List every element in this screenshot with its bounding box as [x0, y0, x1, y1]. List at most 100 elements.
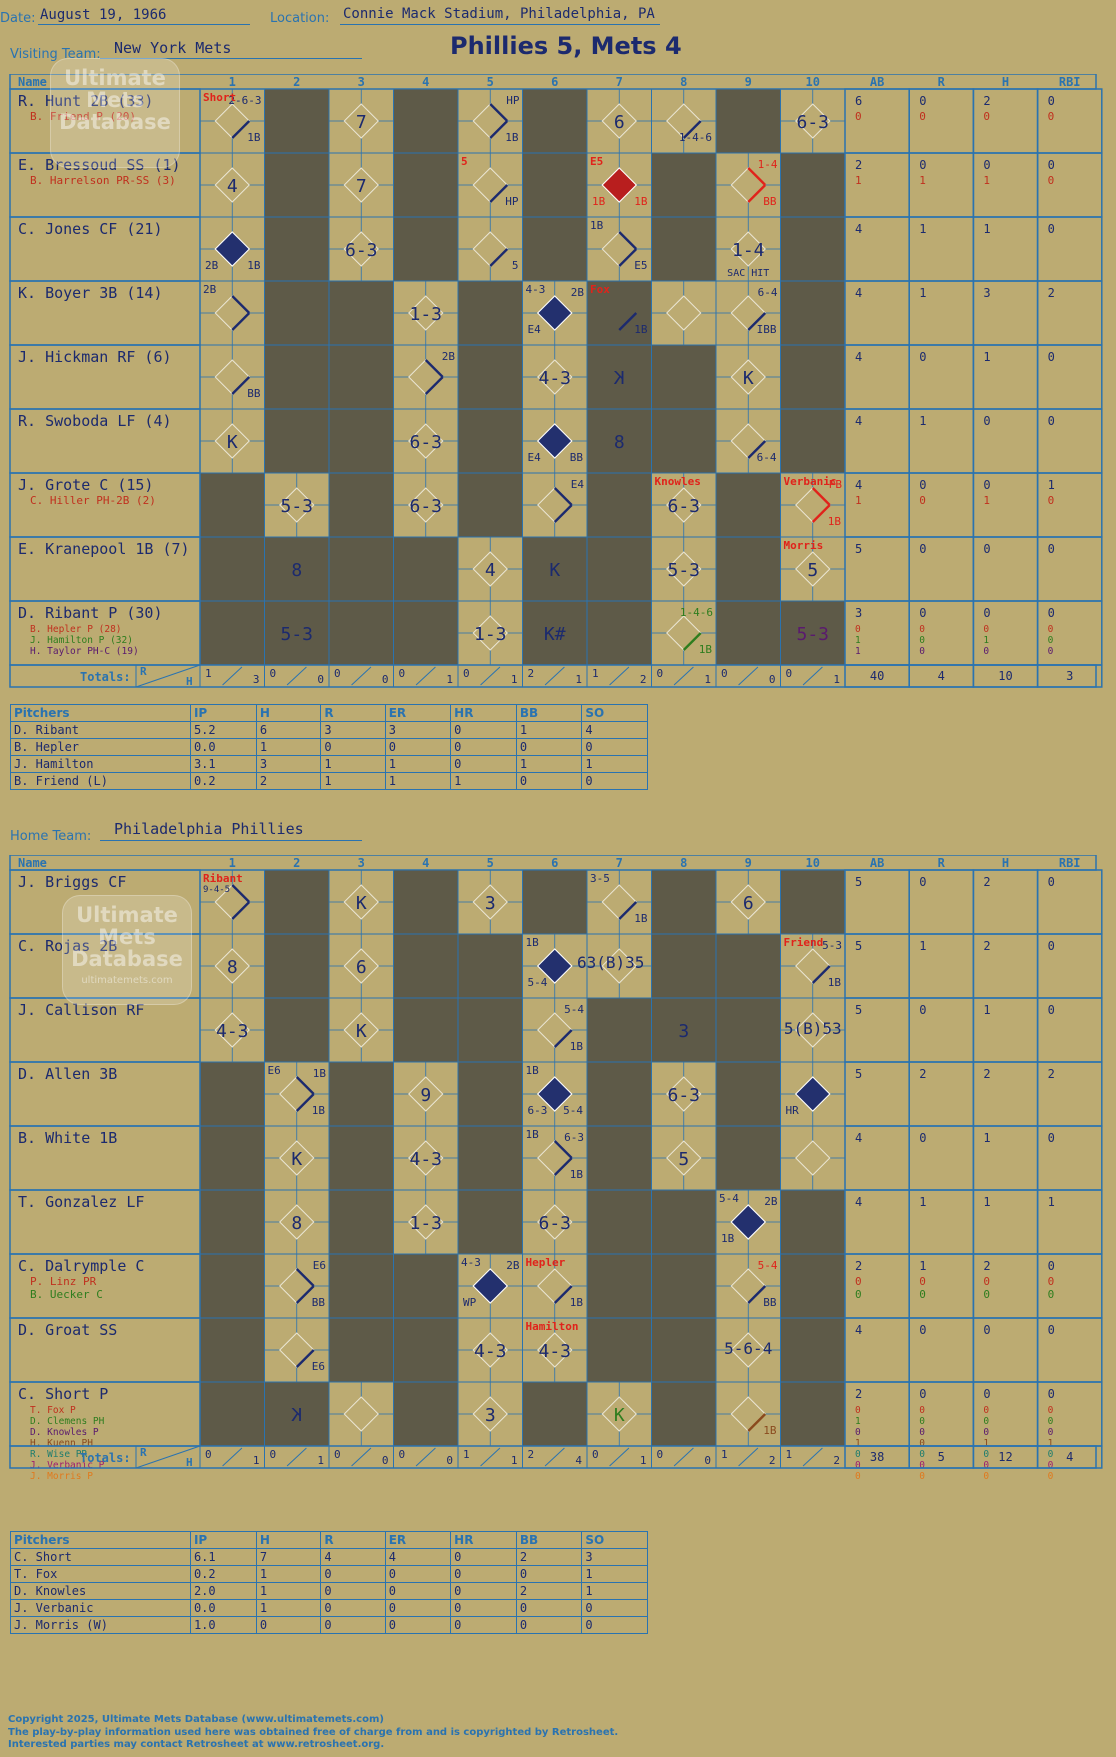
player-stat: 4: [855, 414, 862, 428]
basepath-line: [231, 884, 251, 903]
player-stat: 0: [919, 542, 926, 556]
inning-cell: [780, 216, 846, 282]
play-notation: 1B: [312, 1104, 326, 1117]
player-name: E. Kranepool 1B (7): [18, 540, 190, 558]
substitute-name: B. Harrelson PR-SS (3): [30, 174, 176, 187]
play-notation: BB: [763, 195, 777, 208]
diamond: [472, 103, 508, 139]
inning-cell: [651, 1381, 717, 1447]
pitching-header-row: Pitchers IP H R ER HR BB SO: [10, 704, 648, 722]
inning-cell: [393, 600, 459, 666]
play-notation: 1B: [592, 195, 606, 208]
play-notation: 9-4-5: [203, 885, 230, 895]
substitute-stat: 0: [855, 1460, 861, 1471]
inning-cell: [199, 1381, 265, 1447]
pitcher-stat-cell: 7: [255, 1548, 322, 1566]
pitcher-stat-cell: 0: [384, 1599, 452, 1617]
play-notation: Fox: [590, 283, 610, 296]
basepath-line: [231, 295, 251, 314]
pitcher-stat-cell: 0.0: [189, 738, 257, 756]
play-notation: 6-3: [667, 1085, 700, 1106]
diamond: [279, 1268, 315, 1304]
inning-cell: [651, 1253, 717, 1319]
pitching-header-cell: ER: [384, 704, 452, 722]
play-notation: 4: [485, 560, 496, 581]
pitcher-stat-cell: 2.0: [189, 1582, 257, 1600]
inning-cell: [780, 1381, 846, 1447]
diamond: [408, 359, 444, 395]
inning-cell: [457, 1061, 523, 1127]
play-notation: 4-3: [526, 283, 546, 296]
play-notation: 1B: [526, 1128, 540, 1141]
diamond: [537, 1204, 573, 1240]
substitute-stat: 0: [983, 624, 989, 635]
substitute-stat: 0: [1048, 1416, 1054, 1427]
inning-cell: [780, 1317, 846, 1383]
inning-cell: [780, 152, 846, 218]
inning-cell: [199, 1125, 265, 1191]
substitute-stat: 0: [983, 1471, 989, 1482]
watermark-url: ultimatemets.com: [81, 975, 173, 986]
pitcher-stat-cell: 0: [384, 738, 452, 756]
totals-row: Totals: RH0 1 0 1 0 0 0 0 1 1 2 4 0 1 0 0 1 2 1 2 38 5 12 4: [9, 1445, 1103, 1469]
pitcher-stat-cell: 0: [450, 1548, 517, 1566]
play-notation: 1-3: [409, 304, 442, 325]
inning-cell: [264, 344, 330, 410]
diamond: [214, 423, 250, 459]
player-name: C. Rojas 2B: [18, 937, 117, 955]
inning-cell: [328, 1125, 394, 1191]
diamond: [214, 103, 250, 139]
player-stat: 1: [1048, 1195, 1055, 1209]
inning-cell: [393, 152, 459, 218]
watermark-line2: Mets: [86, 88, 144, 112]
diamond: [472, 1396, 508, 1432]
basepath-line: [295, 1093, 315, 1112]
inning-cell: [586, 536, 652, 602]
diamond: [343, 167, 379, 203]
play-notation: 1B: [699, 643, 713, 656]
diamond: [472, 1332, 508, 1368]
player-stat: 0: [1048, 542, 1055, 556]
play-notation: 1B: [526, 1064, 540, 1077]
pitcher-stat-cell: 1: [320, 755, 386, 773]
visiting-team-underline: [100, 58, 362, 59]
basepath-line: [682, 632, 702, 651]
player-stat: 3: [855, 606, 862, 620]
substitute-stat: 0: [1048, 1275, 1055, 1288]
inning-runs-total: 0: [399, 1448, 406, 1461]
diamond: [279, 487, 315, 523]
pitcher-stat-cell: 0: [581, 772, 648, 790]
play-notation: 5-4: [564, 1003, 584, 1016]
pitcher-stat-cell: 0: [384, 1565, 452, 1583]
watermark-logo: Ultimate Mets Database: [50, 58, 180, 168]
substitute-stat: 1: [855, 1416, 861, 1427]
pitcher-stat-cell: 1: [255, 1565, 322, 1583]
inning-cell: [199, 1061, 265, 1127]
inning-header-1: 1: [229, 856, 236, 870]
diamond: [472, 231, 508, 267]
run-scored-diamond: [601, 167, 637, 203]
player-stat: 1: [919, 1195, 926, 1209]
play-notation: 5: [807, 560, 818, 581]
substitute-name: H. Taylor PH-C (19): [30, 646, 139, 657]
diamond: [795, 551, 831, 587]
stat-header-ab: AB: [870, 856, 884, 870]
inning-cell: [651, 1317, 717, 1383]
substitute-stat: 1: [983, 174, 990, 187]
diamond: [408, 1076, 444, 1112]
pitcher-stat-cell: 0: [384, 1582, 452, 1600]
player-name: J. Callison RF: [18, 1001, 144, 1019]
play-notation: 1B: [590, 219, 604, 232]
play-notation: 1-3: [409, 1213, 442, 1234]
footer-copyright: Copyright 2025, Ultimate Mets Database (…: [8, 1714, 384, 1725]
basepath-line: [811, 965, 831, 984]
inning-hits-total: 2: [640, 673, 647, 686]
inning-header-5: 5: [487, 75, 494, 89]
player-stat: 0: [1048, 414, 1055, 428]
play-notation: IBB: [757, 323, 777, 336]
play-notation: 1-3: [474, 624, 507, 645]
substitute-stat: 0: [1048, 1460, 1054, 1471]
pitcher-row: B. Friend (L) 0.2 2 1 1 1 0 0: [10, 772, 648, 790]
pitcher-stat-cell: 5.2: [189, 721, 257, 739]
